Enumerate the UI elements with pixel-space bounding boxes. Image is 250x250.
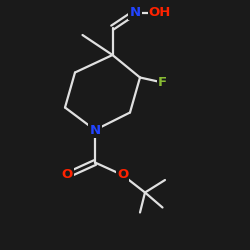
Text: O: O	[62, 168, 73, 181]
Text: N: N	[130, 6, 140, 19]
Text: O: O	[117, 168, 128, 181]
Text: OH: OH	[149, 6, 171, 19]
Text: F: F	[158, 76, 167, 89]
Text: N: N	[90, 124, 101, 136]
